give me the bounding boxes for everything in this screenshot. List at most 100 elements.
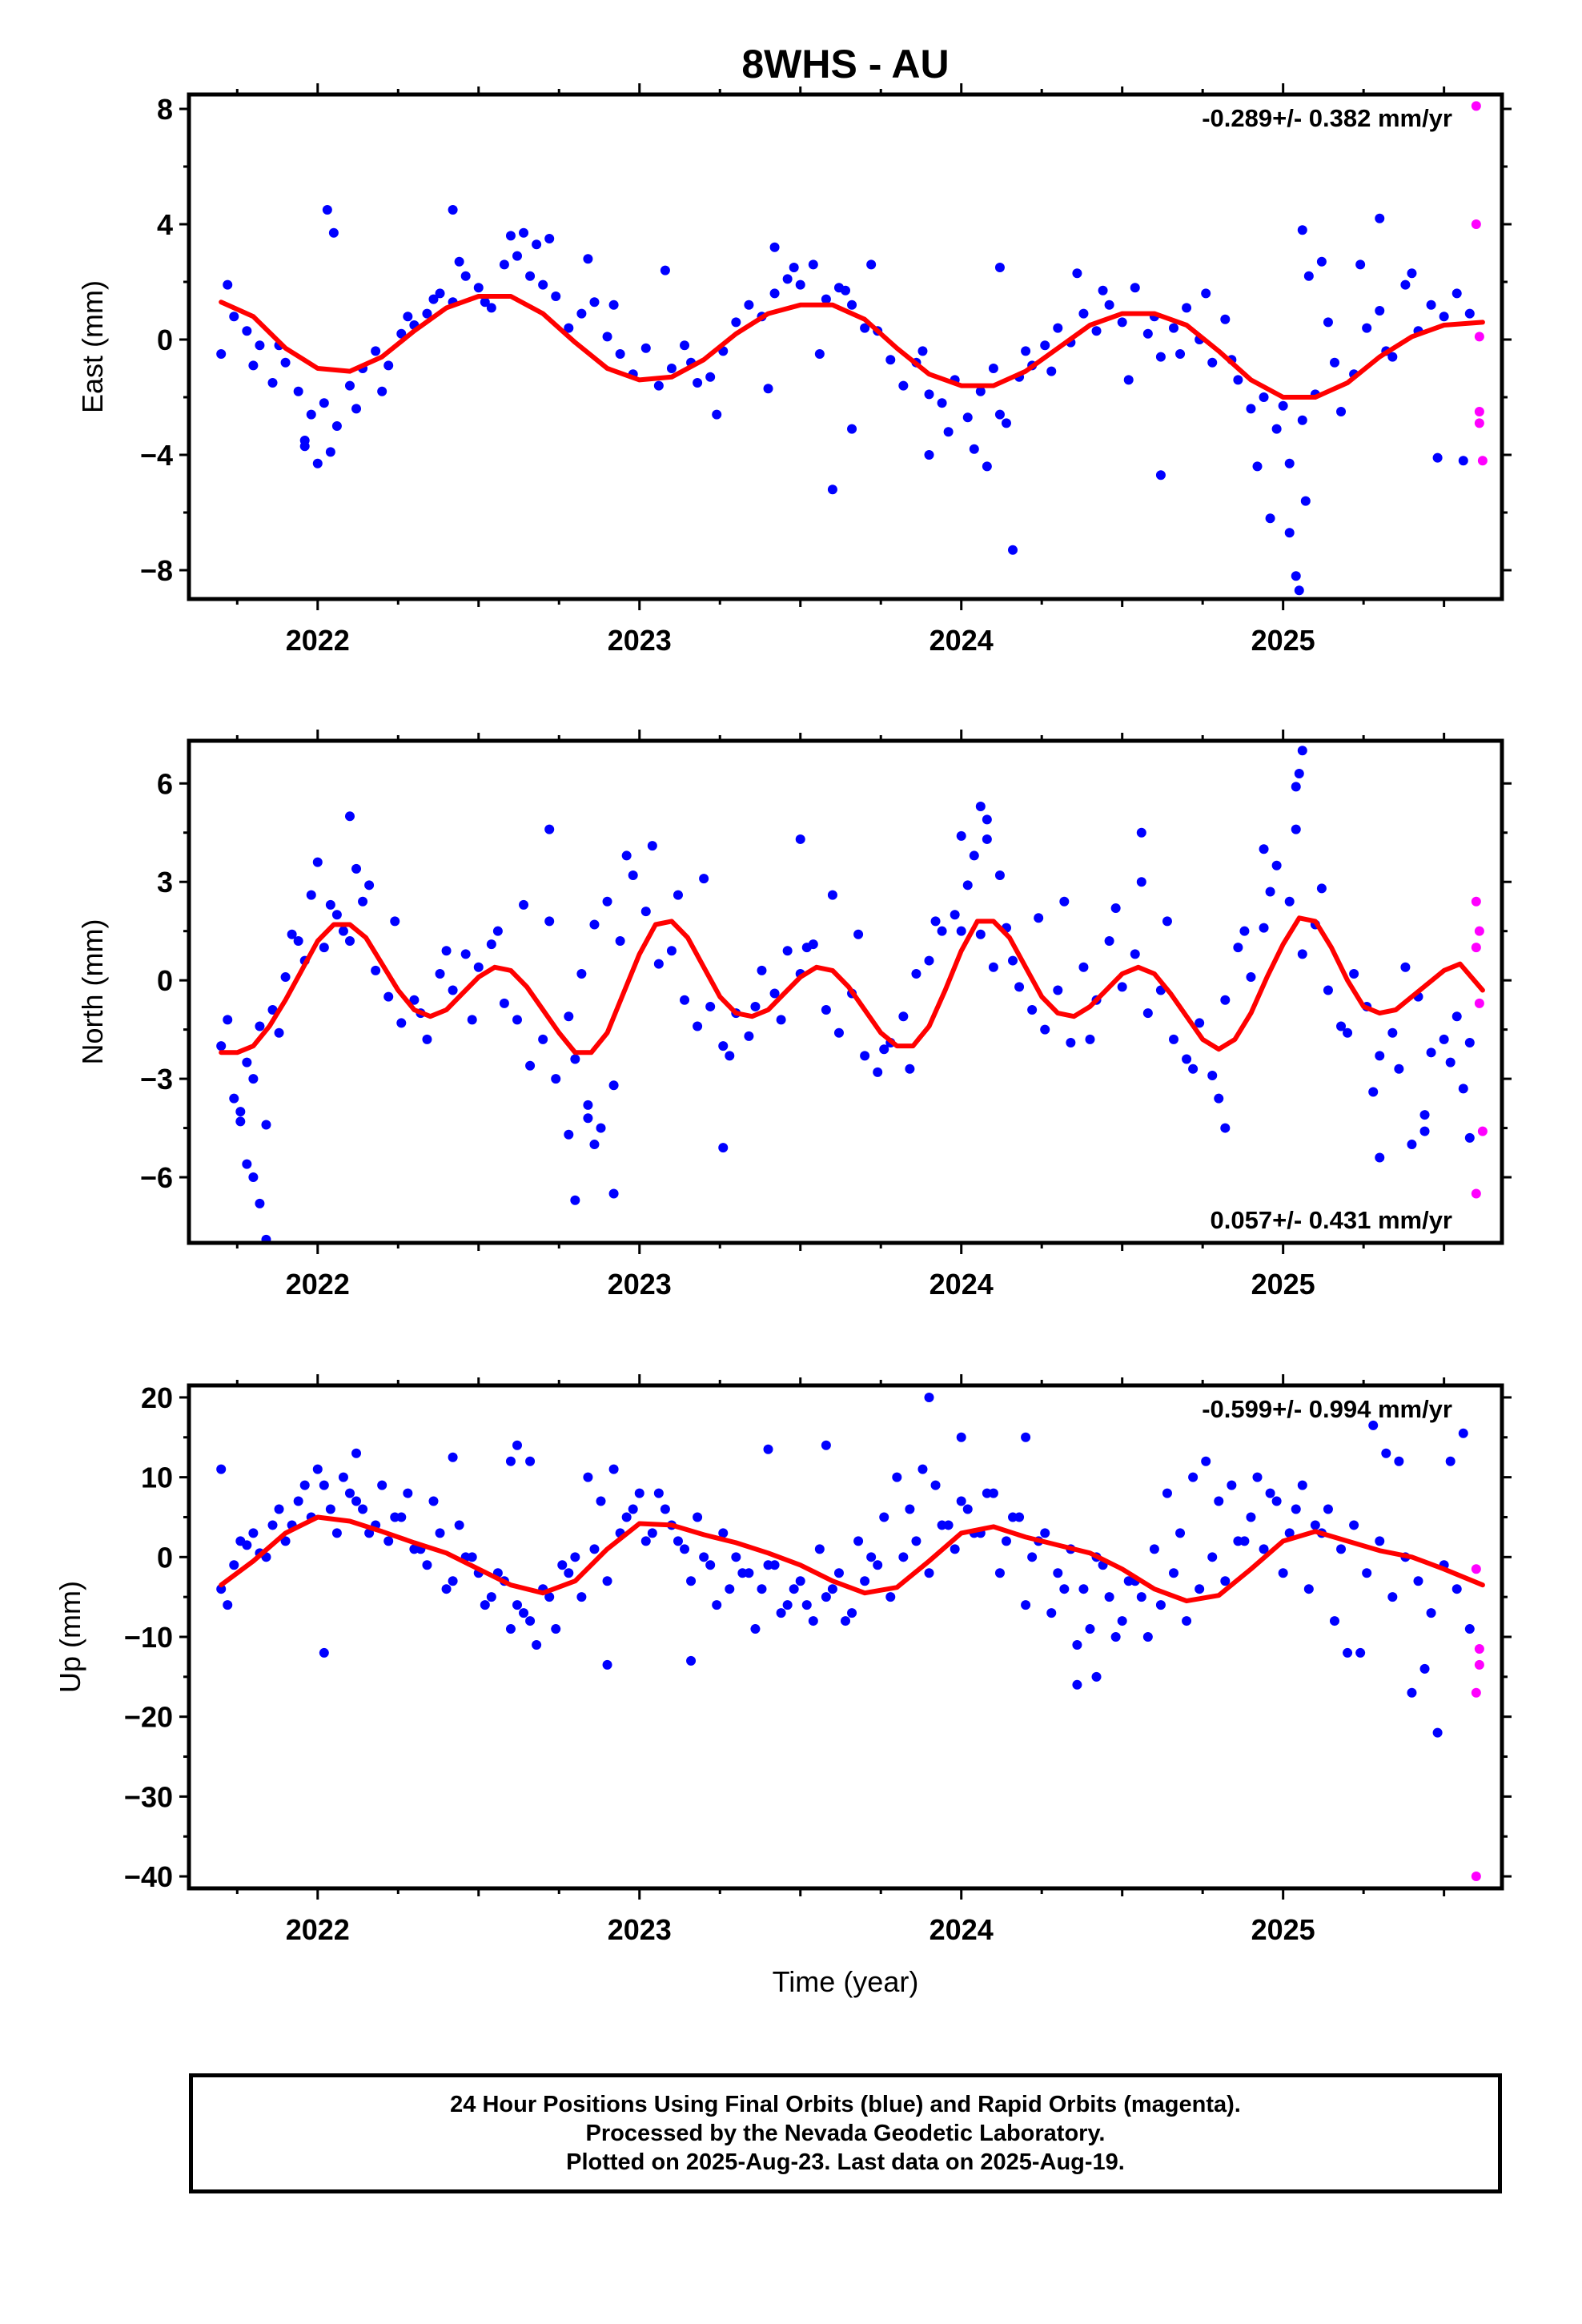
up-final-point [1143,0,1153,5]
east-final-point [448,205,458,215]
up-final-point [660,1504,670,1514]
north-final-point [1291,782,1301,792]
up-final-point [1272,0,1282,5]
north-final-point [653,959,664,969]
up-final-point [1027,1552,1038,1562]
east-final-point [705,372,716,382]
north-final-point [1130,949,1140,959]
up-final-point [1349,1520,1359,1530]
up-final-point [544,1592,555,1602]
up-final-point [943,1520,954,1530]
up-final-point [267,1520,278,1530]
east-final-point [1053,323,1063,333]
east-final-point [1297,415,1307,425]
east-final-point [1329,357,1339,368]
up-final-point [1452,1584,1462,1594]
east-final-point [1303,271,1314,281]
up-final-point [235,1536,246,1546]
east-final-point [653,380,664,391]
east-rapid-point [1474,407,1484,416]
north-final-point [1066,1038,1076,1048]
east-final-point [1278,400,1288,411]
up-final-point [441,1584,452,1594]
east-final-point [280,357,291,368]
north-final-point [1136,877,1146,887]
up-final-point [1419,1663,1430,1674]
footer-line-1: 24 Hour Positions Using Final Orbits (bl… [450,2092,1241,2117]
north-final-point [860,1051,870,1061]
north-final-point [1452,1011,1462,1022]
east-rate-label: -0.289+/- 0.382 mm/yr [1202,104,1452,132]
north-final-point [255,1198,265,1208]
up-final-point [1381,1448,1391,1458]
up-final-point [898,1552,909,1562]
east-final-point [1458,456,1468,466]
up-final-point [731,1552,741,1562]
north-final-point [1136,827,1146,838]
north-final-point [1419,1126,1430,1136]
up-final-point [1265,1488,1275,1498]
up-final-point [725,1584,735,1594]
north-final-point [608,1188,619,1199]
north-final-point [1284,896,1295,907]
up-final-point [1207,1552,1218,1562]
north-final-point [293,935,303,946]
up-final-point [570,1552,580,1562]
up-final-point [325,1504,335,1514]
north-final-point [982,834,992,844]
east-final-point [666,364,677,373]
up-final-point [634,1488,644,1498]
north-final-point [821,1005,831,1015]
east-final-point [1155,470,1166,480]
east-final-point [1155,352,1166,362]
north-final-point [1294,768,1304,778]
east-final-point [885,355,896,365]
east-final-point [532,239,542,250]
north-final-point [564,1011,574,1022]
north-final-point [261,1234,271,1243]
up-final-point [505,1624,516,1634]
east-final-point [975,386,986,396]
up-final-point [930,1480,941,1490]
east-final-point [512,251,522,261]
up-final-point [525,1616,536,1626]
up-final-point [1284,1528,1295,1538]
east-final-point [1336,407,1347,416]
north-rapid-point [1471,943,1481,953]
north-final-point [1188,1063,1199,1074]
up-final-point [776,1608,786,1618]
up-final-point [280,1536,291,1546]
up-final-point [1278,1568,1288,1578]
east-final-point [1271,424,1282,434]
north-final-point [1407,1140,1417,1150]
up-final-point [351,1448,362,1458]
up-final-point [589,1544,600,1554]
north-final-point [229,1093,239,1104]
north-final-point [956,926,966,936]
east-final-point [1452,288,1462,299]
up-final-point [763,1444,773,1454]
up-final-point [1021,1432,1031,1442]
north-final-point [583,1113,593,1124]
east-final-point [962,412,973,423]
east-final-point [267,378,278,388]
up-final-point [1387,1592,1398,1602]
up-final-point [293,1496,303,1506]
north-final-point [776,1015,786,1025]
up-final-point [1156,0,1166,5]
up-final-point [885,1592,896,1602]
up-x-tick-label: 2023 [608,1913,672,1946]
north-final-point [680,995,690,1005]
north-final-point [1394,1063,1404,1074]
up-final-point [596,1496,606,1506]
north-final-point [673,890,683,900]
up-final-point [718,1528,729,1538]
up-y-axis-label: Up (mm) [54,1581,86,1693]
up-final-point [390,1512,400,1522]
east-final-point [1220,314,1231,324]
east-final-point [331,421,342,431]
up-y-tick-label: −10 [124,1621,173,1654]
east-final-point [383,360,394,371]
up-final-point [1078,1584,1089,1594]
